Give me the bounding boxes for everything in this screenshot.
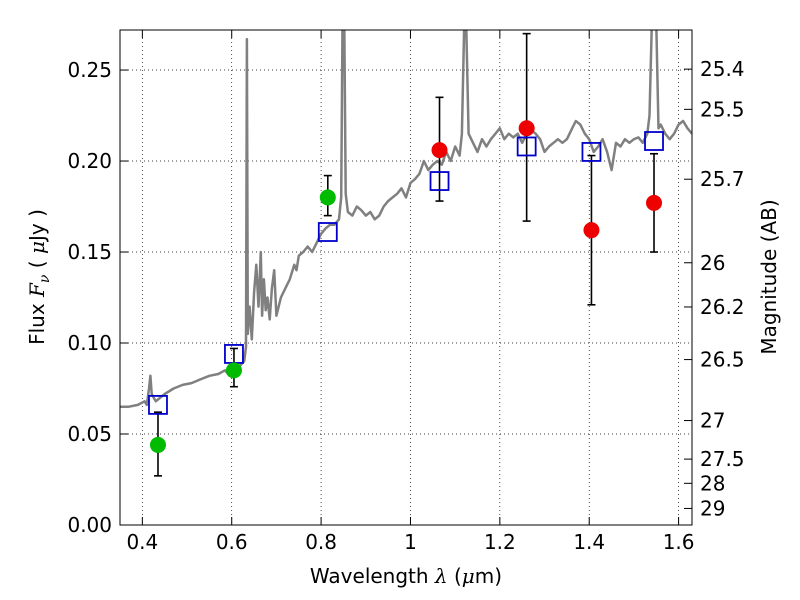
right-axis-tick-label: 25.4 — [700, 57, 745, 81]
spectrum-line — [120, 30, 692, 408]
model-square — [581, 142, 602, 162]
right-axis-tick-label: 27 — [700, 409, 725, 433]
right-axis-tick-label: 27.5 — [700, 447, 745, 471]
data-point — [319, 189, 336, 206]
x-tick-label: 0.4 — [126, 530, 158, 554]
data-point — [518, 120, 535, 137]
x-axis-title: Wavelength λ (μm) — [310, 564, 502, 588]
right-axis-tick-label: 25.7 — [700, 167, 745, 191]
x-tick-label: 1.4 — [573, 530, 605, 554]
right-axis-tick-label: 26 — [700, 251, 725, 275]
y-tick-label: 0.05 — [67, 422, 112, 446]
data-point — [646, 194, 663, 211]
x-tick-label: 1.6 — [663, 530, 695, 554]
data-point — [225, 362, 242, 379]
right-axis-tick-label: 26.5 — [700, 348, 745, 372]
y-axis: 0.00 0.05 0.10 0.15 0.20 0.25 — [67, 58, 128, 537]
model-photometry-squares — [148, 131, 664, 415]
y-tick-label: 0.20 — [67, 149, 112, 173]
right-axis-tick-label: 29 — [700, 496, 725, 520]
observed-photometry-points — [149, 120, 663, 453]
y-tick-label: 0.15 — [67, 240, 112, 264]
error-bars — [153, 32, 659, 477]
data-point — [431, 142, 448, 159]
x-tick-label: 1 — [404, 530, 417, 554]
model-square — [148, 394, 168, 415]
right-axis-tick-label: 25.5 — [700, 97, 745, 121]
y-tick-label: 0.10 — [67, 331, 112, 355]
model-square — [644, 131, 664, 151]
y-tick-label: 0.00 — [67, 513, 112, 537]
x-axis: 0.4 0.6 0.8 1 1.2 1.4 1.6 — [126, 30, 695, 554]
y-tick-label: 0.25 — [67, 58, 112, 82]
model-square — [516, 136, 537, 157]
y-axis-title: Flux Fν ( μJy ) — [25, 209, 53, 345]
data-point — [149, 436, 166, 453]
right-axis-tick-label: 26.2 — [700, 295, 745, 319]
right-axis-title: Magnitude (AB) — [757, 199, 781, 354]
model-spectrum — [120, 30, 692, 408]
x-tick-label: 0.8 — [305, 530, 337, 554]
model-square — [429, 171, 450, 191]
x-tick-label: 0.6 — [216, 530, 248, 554]
data-point — [583, 222, 600, 239]
plot-frame — [119, 29, 693, 526]
x-tick-label: 1.2 — [484, 530, 516, 554]
right-axis-tick-label: 28 — [700, 471, 725, 495]
model-square — [317, 222, 338, 242]
